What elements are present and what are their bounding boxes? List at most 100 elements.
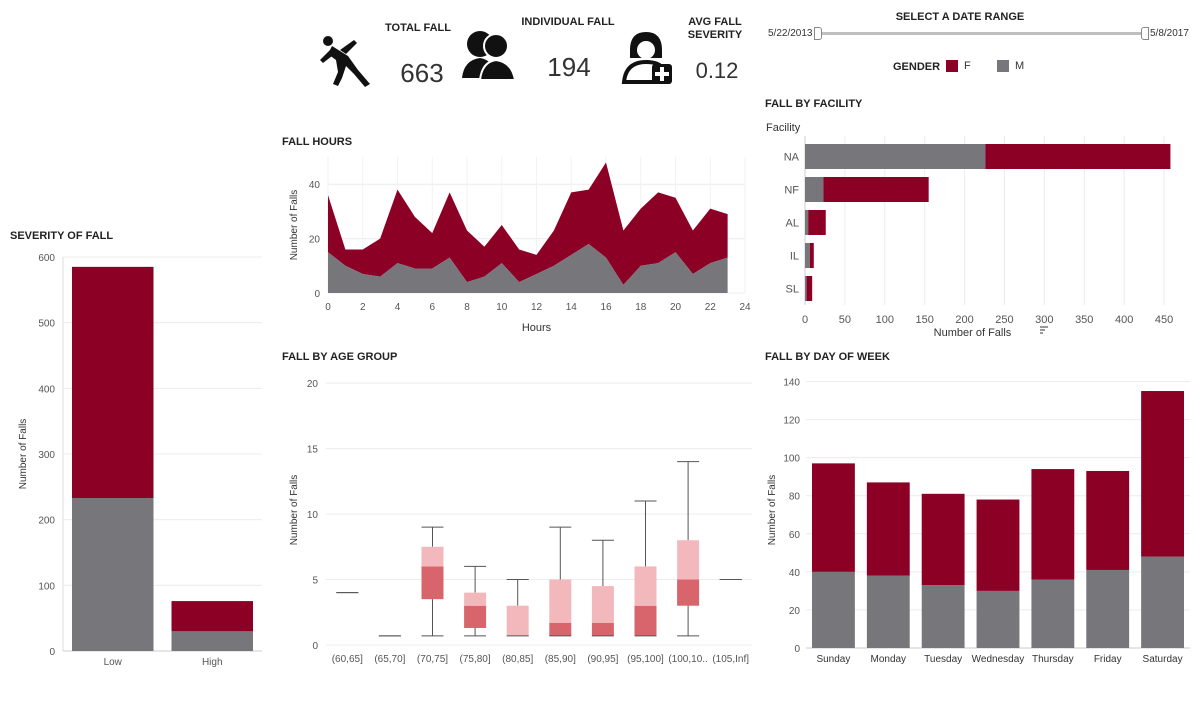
facility-y-tick: AL	[786, 218, 799, 230]
hours-x-tick: 20	[670, 302, 682, 313]
date-range-title: SELECT A DATE RANGE	[895, 11, 1025, 23]
dow-bar-saturday-m	[1141, 556, 1184, 648]
severity-y-label: Number of Falls	[18, 419, 29, 490]
facility-bar-sl-m	[805, 276, 807, 301]
severity-bar-high-f	[171, 601, 253, 632]
hours-x-tick: 10	[496, 302, 508, 313]
age-x-tick: (80,85]	[502, 654, 533, 665]
dow-bar-sunday-m	[812, 571, 855, 648]
severity-y-tick: 300	[38, 450, 55, 461]
date-range-track[interactable]	[816, 32, 1146, 35]
age-y-label: Number of Falls	[289, 475, 300, 546]
age-box-lower	[634, 605, 657, 636]
severity-y-tick: 500	[38, 319, 55, 330]
date-range-start-handle[interactable]	[814, 27, 822, 40]
dow-bar-thursday-m	[1031, 579, 1075, 648]
age-box-upper	[591, 586, 614, 623]
age-x-tick: (75,80]	[460, 654, 491, 665]
hours-x-tick: 2	[360, 302, 366, 313]
hours-x-tick: 22	[705, 302, 717, 313]
dow-y-tick: 20	[789, 606, 801, 617]
age-box-lower	[549, 622, 572, 636]
dow-x-tick: Thursday	[1032, 654, 1074, 665]
hours-x-tick: 16	[600, 302, 612, 313]
dow-chart-title: FALL BY DAY OF WEEK	[765, 351, 890, 363]
hours-x-tick: 0	[325, 302, 331, 313]
facility-x-tick: 350	[1075, 314, 1093, 326]
age-x-tick: (60,65]	[332, 654, 363, 665]
facility-bar-nf-f	[823, 177, 929, 202]
age-x-tick: (105,Inf]	[712, 654, 749, 665]
severity-y-tick: 400	[38, 384, 55, 395]
avg-severity-label-1: AVG FALL	[688, 16, 742, 28]
dow-y-tick: 100	[783, 454, 800, 465]
legend-item-female[interactable]: F	[946, 60, 971, 72]
legend-item-male[interactable]: M	[997, 60, 1024, 72]
age-box-upper	[677, 540, 700, 580]
severity-y-tick: 200	[38, 516, 55, 527]
facility-x-label: Number of Falls	[934, 327, 1012, 339]
facility-x-tick: 100	[876, 314, 894, 326]
kpi-avg-severity: AVG FALL SEVERITY 0.12	[618, 14, 748, 84]
hours-x-tick: 14	[566, 302, 578, 313]
hours-y-tick: 40	[309, 180, 321, 191]
facility-y-tick: NA	[784, 152, 800, 164]
legend-label-female: F	[964, 60, 971, 72]
severity-x-tick: Low	[104, 657, 123, 668]
falling-person-icon	[320, 36, 370, 87]
dow-bar-saturday-f	[1141, 391, 1184, 557]
legend-label-male: M	[1015, 60, 1025, 72]
age-x-tick: (65,70]	[374, 654, 405, 665]
date-range-end-handle[interactable]	[1141, 27, 1149, 40]
avg-severity-label-2: SEVERITY	[687, 29, 743, 41]
dow-x-tick: Friday	[1094, 654, 1122, 665]
dow-x-tick: Tuesday	[924, 654, 962, 665]
dow-y-tick: 80	[789, 492, 801, 503]
facility-bar-al-f	[808, 210, 826, 235]
hours-x-label: Hours	[522, 322, 552, 334]
female-swatch	[946, 60, 958, 72]
severity-bar-low-m	[72, 497, 154, 651]
hours-x-tick: 12	[531, 302, 543, 313]
hours-x-tick: 24	[739, 302, 751, 313]
facility-chart-title: FALL BY FACILITY	[765, 98, 863, 110]
facility-y-tick: SL	[786, 284, 799, 296]
facility-x-tick: 50	[839, 314, 851, 326]
dow-bar-friday-m	[1086, 569, 1130, 648]
dow-bar-sunday-f	[812, 463, 855, 572]
date-range-start: 5/22/2013	[768, 28, 813, 39]
severity-y-tick: 0	[49, 647, 55, 658]
age-box-upper	[464, 592, 487, 606]
facility-bar-il-f	[809, 243, 814, 268]
dow-bar-monday-f	[866, 482, 910, 576]
dow-bar-monday-m	[866, 575, 910, 648]
hours-x-tick: 8	[464, 302, 470, 313]
dow-bar-thursday-f	[1031, 469, 1075, 580]
age-chart-title: FALL BY AGE GROUP	[282, 351, 398, 363]
facility-category-header: Facility	[766, 122, 801, 134]
facility-bar-na-f	[985, 144, 1171, 169]
facility-bar-al-m	[805, 210, 809, 235]
patient-plus-icon	[621, 32, 672, 84]
facility-x-tick: 200	[955, 314, 973, 326]
age-box-lower	[677, 579, 700, 606]
dow-bar-tuesday-m	[921, 585, 965, 648]
dow-y-tick: 60	[789, 530, 801, 541]
total-fall-value: 663	[400, 58, 444, 88]
age-y-tick: 5	[312, 576, 318, 587]
dow-y-label: Number of Falls	[767, 475, 778, 546]
facility-x-tick: 250	[995, 314, 1013, 326]
age-box-upper	[634, 566, 657, 606]
dow-x-tick: Wednesday	[972, 654, 1025, 665]
sort-icon[interactable]	[1040, 326, 1048, 334]
age-x-tick: (85,90]	[545, 654, 576, 665]
severity-chart-title: SEVERITY OF FALL	[10, 230, 114, 242]
facility-x-tick: 400	[1115, 314, 1133, 326]
avg-severity-value: 0.12	[695, 58, 739, 83]
kpi-individual-fall: INDIVIDUAL FALL 194	[460, 14, 620, 84]
hours-area-f	[328, 162, 728, 285]
dow-x-tick: Monday	[870, 654, 906, 665]
age-box-lower	[421, 566, 444, 600]
severity-y-tick: 100	[38, 581, 55, 592]
